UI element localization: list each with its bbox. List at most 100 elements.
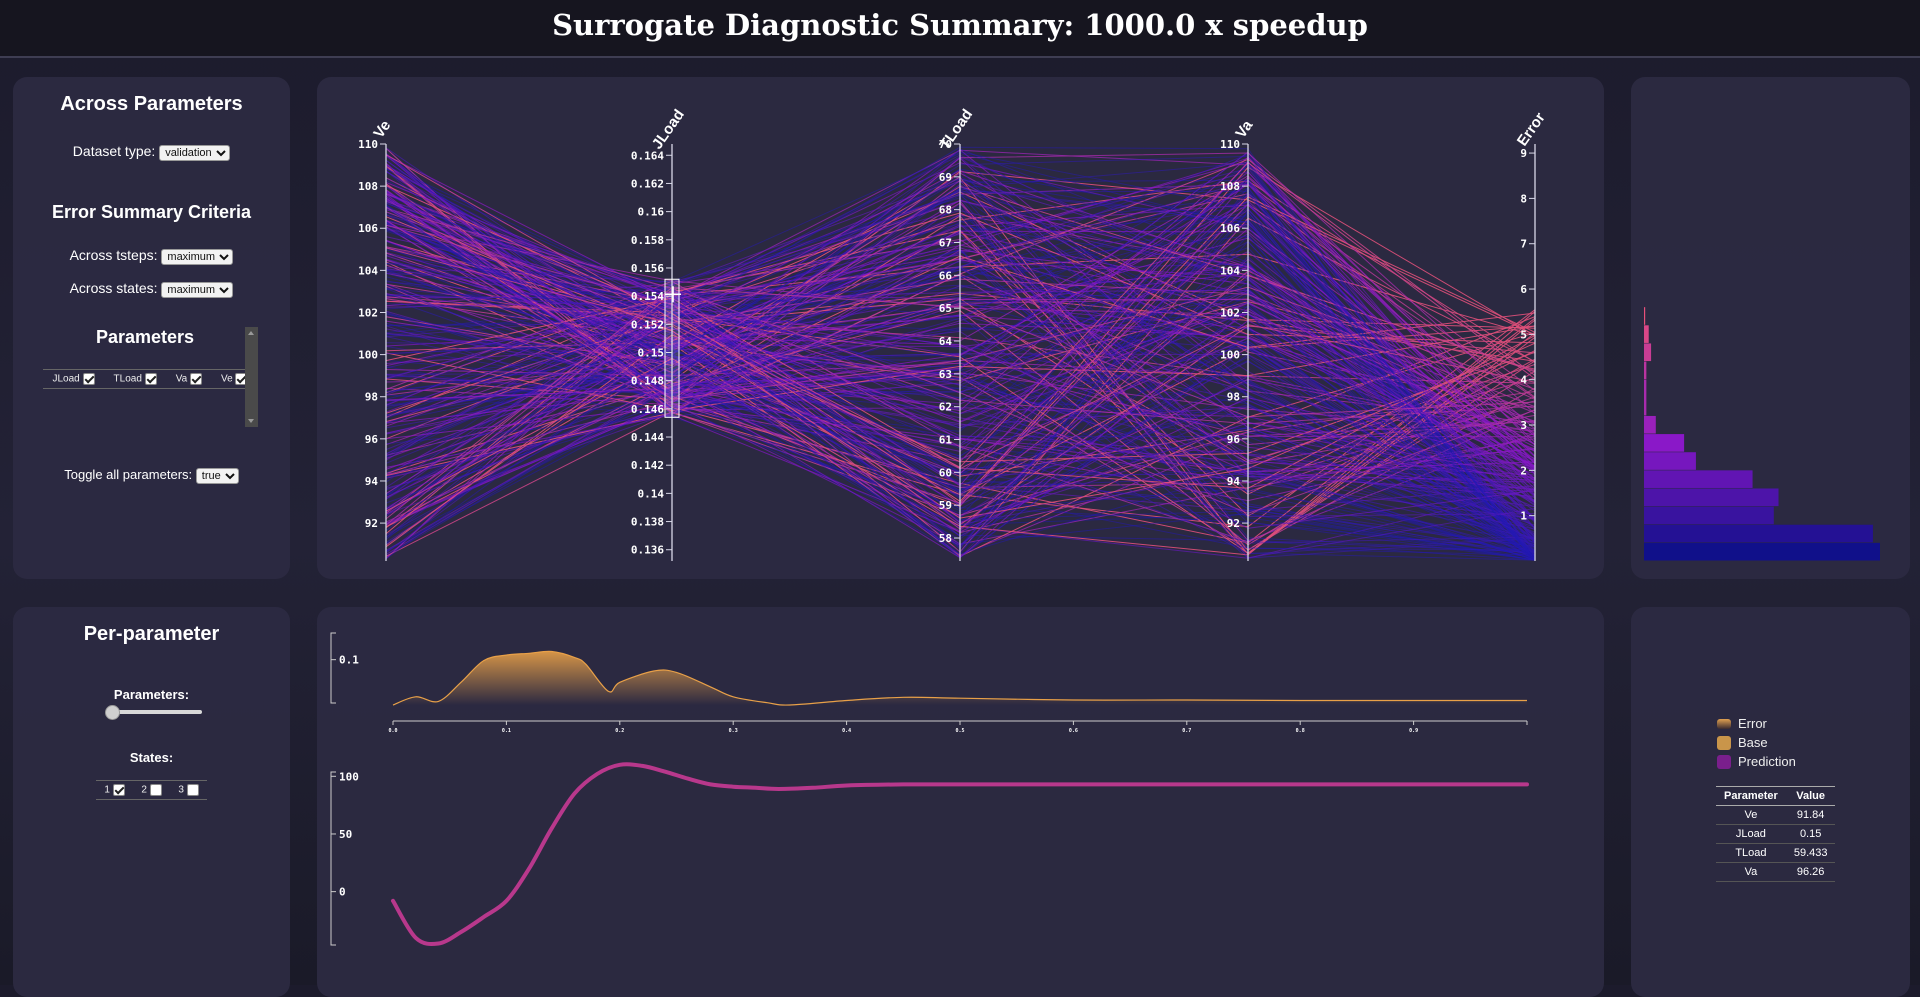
histogram-bar [1644, 307, 1646, 325]
table-row: Va 96.26 [1716, 862, 1836, 882]
table-cell-value: 96.26 [1785, 862, 1836, 882]
legend-label-error: Error [1738, 716, 1767, 731]
tick-label: 96 [1227, 433, 1241, 446]
scroll-up-arrow-icon[interactable] [248, 331, 254, 335]
dataset-type-select[interactable]: validation [159, 145, 231, 161]
error-area [393, 651, 1527, 706]
error-line [392, 650, 1528, 706]
tick-label: 2 [1520, 464, 1527, 477]
table-cell-value: 91.84 [1785, 805, 1836, 825]
table-cell-param: Va [1716, 862, 1786, 882]
param-checkbox-va[interactable]: Va [176, 373, 202, 385]
across-states-control: Across states: maximum [13, 280, 290, 298]
state-checkbox-1[interactable]: 1 [104, 784, 125, 796]
param-check-jload[interactable] [82, 373, 95, 385]
legend-label-prediction: Prediction [1738, 754, 1796, 769]
legend-item-prediction: Prediction [1717, 752, 1796, 771]
line-y-axis [330, 771, 336, 946]
histogram-bar [1644, 524, 1873, 543]
tick-label: 102 [358, 306, 378, 319]
toggle-all-label: Toggle all parameters: [64, 467, 193, 482]
histogram-bar [1644, 452, 1696, 470]
tick-label: 0.144 [631, 431, 664, 444]
tick-label: 106 [1220, 222, 1240, 235]
brush-selection[interactable] [664, 278, 680, 418]
tick-label: 0.156 [631, 262, 664, 275]
toggle-all-control: Toggle all parameters: true [13, 467, 290, 484]
table-row: TLoad 59.433 [1716, 843, 1836, 863]
page-title: Surrogate Diagnostic Summary: 1000.0 x s… [552, 8, 1368, 42]
state-check-3[interactable] [186, 784, 199, 796]
x-axis-tick-label: 0.4 [842, 728, 851, 734]
x-axis-tick-label: 0.6 [1069, 728, 1078, 734]
histogram-bar [1644, 415, 1656, 434]
parameters-checkbox-row: JLoad TLoad Va Ve [43, 369, 257, 389]
param-checkbox-ve[interactable]: Ve [221, 373, 248, 385]
histogram-bar [1644, 488, 1779, 507]
parallel-coordinates-chart[interactable]: 92949698100102104106108110Ve0.1360.1380.… [317, 77, 1604, 579]
table-cell-param: TLoad [1716, 843, 1786, 863]
table-cell-value: 59.433 [1785, 843, 1836, 863]
parameters-heading: Parameters [95, 327, 195, 347]
axis-label-tload: TLoad [936, 106, 976, 153]
per-parameter-heading: Per-parameter [83, 623, 220, 645]
x-axis-tick-label: 0.3 [729, 728, 738, 734]
across-parameters-panel: Across Parameters Dataset type: validati… [13, 77, 290, 579]
tick-label: 64 [939, 335, 953, 348]
legend-panel: Error Base Prediction Parameter Value Ve… [1631, 607, 1910, 997]
param-label-tload: TLoad [113, 373, 142, 385]
param-checkbox-tload[interactable]: TLoad [114, 373, 157, 385]
tick-label: 110 [1220, 138, 1240, 151]
across-parameters-heading: Across Parameters [60, 93, 243, 115]
tick-label: 104 [1220, 264, 1240, 277]
parameters-slider[interactable] [105, 705, 202, 720]
state-checkbox-2[interactable]: 2 [141, 784, 162, 796]
histogram-bar [1644, 379, 1647, 416]
state-check-1[interactable] [112, 784, 125, 796]
time-series-panel: 0.1 0.0 0.1 0.2 0.3 0.4 0.5 0.6 0.7 0.8 0.9 100 50 0 [317, 607, 1604, 997]
tick-label: 60 [939, 466, 952, 479]
scroll-down-arrow-icon[interactable] [248, 419, 254, 423]
legend-item-base: Base [1717, 733, 1796, 752]
parameters-scrollbar[interactable] [245, 327, 258, 427]
tick-label: 7 [1520, 238, 1527, 251]
tick-label: 62 [939, 401, 952, 414]
tick-label: 0.142 [631, 459, 664, 472]
legend-swatch-error [1717, 718, 1731, 729]
param-label-ve: Ve [221, 373, 233, 385]
tick-label: 68 [939, 204, 952, 217]
legend-swatch-base [1717, 735, 1731, 750]
tick-label: 8 [1520, 192, 1527, 205]
tick-label: 9 [1520, 147, 1527, 160]
across-states-select[interactable]: maximum [161, 282, 234, 298]
param-check-va[interactable] [189, 373, 202, 385]
table-cell-param: JLoad [1716, 824, 1786, 844]
histogram-bar [1644, 434, 1685, 452]
state-check-2[interactable] [149, 784, 162, 796]
tick-label: 1 [1520, 510, 1527, 523]
x-axis-tick-label: 0.0 [388, 728, 397, 734]
table-header-value: Value [1785, 786, 1836, 806]
axis-label-ve: Ve [370, 117, 394, 141]
param-checkbox-jload[interactable]: JLoad [53, 373, 95, 385]
tick-label: 0.162 [631, 177, 664, 190]
tick-label: 58 [939, 532, 952, 545]
param-check-tload[interactable] [144, 373, 157, 385]
per-parameter-panel: Per-parameter Parameters: States: 1 2 3 [13, 607, 290, 997]
prediction-line [391, 762, 1529, 947]
x-axis-tick-label: 0.1 [502, 728, 511, 734]
histogram-bar [1644, 325, 1649, 343]
legend: Error Base Prediction [1717, 714, 1796, 771]
state-checkbox-3[interactable]: 3 [178, 784, 199, 796]
tick-label: 0.136 [631, 544, 664, 557]
line-y-tick-label: 0 [339, 886, 346, 899]
across-tsteps-select[interactable]: maximum [161, 249, 234, 265]
histogram-bar [1644, 361, 1647, 380]
tick-label: 0.16 [638, 206, 665, 219]
table-header-parameter: Parameter [1716, 786, 1786, 806]
table-header-row: Parameter Value [1716, 786, 1836, 806]
tick-label: 3 [1520, 419, 1527, 432]
toggle-all-select[interactable]: true [195, 468, 239, 484]
table-cell-param: Ve [1716, 805, 1786, 825]
parameters-slider-thumb[interactable] [105, 705, 120, 720]
